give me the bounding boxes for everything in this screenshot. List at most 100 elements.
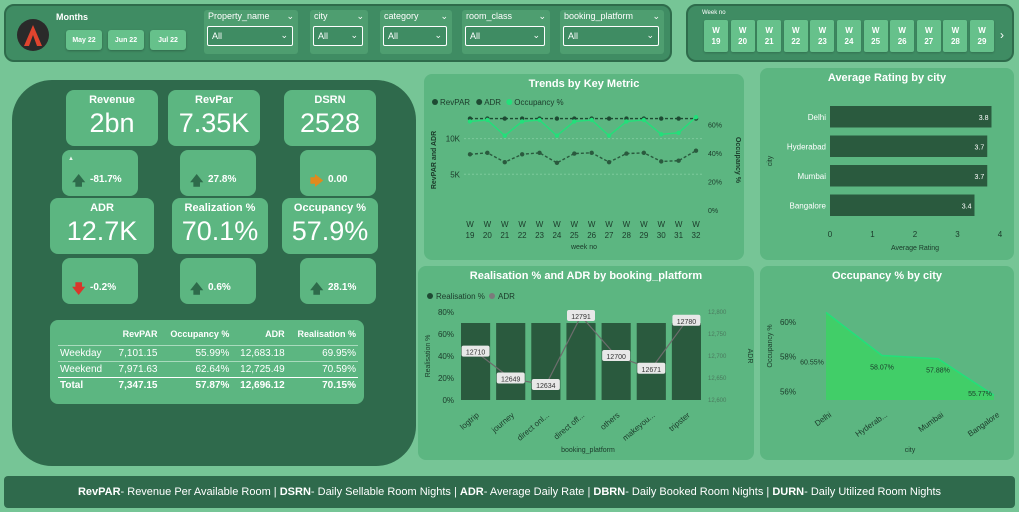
delta-card-revpar: 🡅 27.8% bbox=[180, 150, 256, 196]
chart-title: Average Rating by city bbox=[827, 72, 947, 84]
legend-label: ADR bbox=[498, 292, 515, 301]
arrow-down-icon: 🡇 bbox=[72, 281, 86, 296]
x-tick-label: W 25 bbox=[570, 220, 579, 240]
data-point bbox=[467, 119, 473, 124]
chevron-down-icon[interactable]: ⌄ bbox=[356, 11, 364, 21]
slicer-dropdown[interactable]: All ⌄ bbox=[383, 26, 447, 46]
y-tick-label: 80% bbox=[438, 308, 454, 317]
data-point bbox=[589, 150, 594, 156]
category-label: Delhi bbox=[813, 410, 833, 428]
data-point bbox=[519, 152, 525, 157]
filter-bar: Months May 22 Jun 22 Jul 22 Property_nam… bbox=[4, 4, 672, 62]
week-button-19[interactable]: W 19 bbox=[704, 20, 728, 52]
chevron-down-icon[interactable]: ⌄ bbox=[652, 11, 660, 21]
category-label: Mumbai bbox=[798, 172, 827, 181]
chevron-right-icon[interactable]: › bbox=[1000, 28, 1004, 42]
kpi-title: ADR bbox=[90, 202, 114, 214]
footer-abbr: DBRN bbox=[593, 486, 626, 498]
category-label: logtrip bbox=[458, 410, 481, 431]
data-point bbox=[676, 158, 681, 163]
week-button-23[interactable]: W 23 bbox=[810, 20, 835, 52]
table-cell: 62.64% bbox=[159, 361, 232, 378]
col-header: RevPAR bbox=[122, 329, 158, 339]
x-tick-label: 3 bbox=[955, 230, 960, 239]
kpi-value: 12.7K bbox=[66, 216, 138, 246]
week-button-26[interactable]: W 26 bbox=[890, 20, 915, 52]
kpi-card-revpar: RevPar 7.35K bbox=[168, 90, 260, 146]
chart-title: Occupancy % by city bbox=[831, 270, 943, 282]
occupancy-chart: 60% 58% 56% Occupancy % 60.55% 58.07% 57.88% 55… bbox=[767, 311, 1002, 454]
x-tick-label: W 26 bbox=[587, 220, 596, 240]
kpi-card-realization: Realization % 70.1% bbox=[172, 198, 268, 254]
footer-item: DBRN- Daily Booked Room Nights | bbox=[593, 486, 773, 498]
dropdown-arrow-icon: ⌄ bbox=[280, 30, 288, 40]
rating-bar bbox=[830, 106, 992, 128]
slicer-dropdown[interactable]: All ⌄ bbox=[207, 26, 293, 46]
data-point bbox=[624, 151, 629, 156]
data-point bbox=[606, 116, 612, 121]
delta-card-occupancy: 🡅 28.1% bbox=[300, 258, 376, 304]
category-label: direct off... bbox=[552, 411, 586, 442]
table-cell: 12,696.12 bbox=[231, 377, 287, 393]
y-tick-label: 60% bbox=[438, 330, 454, 339]
kpi-title: Realization % bbox=[184, 202, 256, 214]
occupancy-area bbox=[826, 312, 994, 400]
data-label-bg bbox=[496, 372, 525, 384]
kpi-value: 70.1% bbox=[181, 216, 259, 246]
slicer-dropdown[interactable]: All ⌄ bbox=[563, 26, 659, 46]
data-point bbox=[693, 114, 699, 120]
y2-axis-label: Occupancy % bbox=[734, 137, 741, 184]
chevron-down-icon[interactable]: ⌄ bbox=[440, 11, 448, 21]
y-tick-label: 60% bbox=[780, 318, 796, 327]
data-point bbox=[554, 133, 560, 138]
month-button-may[interactable]: May 22 bbox=[66, 30, 102, 50]
week-button-29[interactable]: W 29 bbox=[970, 20, 994, 52]
data-label: 58.07% bbox=[870, 364, 894, 371]
week-button-25[interactable]: W 25 bbox=[863, 20, 888, 52]
slicer-dropdown[interactable]: All ⌄ bbox=[313, 26, 363, 46]
category-label: makeyou... bbox=[621, 411, 657, 443]
week-button-20[interactable]: W 20 bbox=[730, 20, 755, 52]
y-tick-label: 40% bbox=[438, 352, 454, 361]
x-tick-label: W 22 bbox=[518, 220, 527, 240]
col-header: Occupancy % bbox=[170, 329, 230, 339]
week-number: 22 bbox=[791, 37, 801, 46]
x-tick-label: W 23 bbox=[535, 220, 544, 240]
slicer-value: All bbox=[470, 31, 481, 41]
week-button-21[interactable]: W 21 bbox=[757, 20, 782, 52]
realisation-bar bbox=[496, 323, 526, 400]
chevron-down-icon[interactable]: ⌄ bbox=[538, 11, 546, 21]
footer-abbr: ADR bbox=[459, 486, 484, 498]
arrow-up-icon: 🡅 bbox=[190, 281, 204, 296]
slicer-value: All bbox=[212, 31, 223, 41]
y2-tick-label: 40% bbox=[708, 151, 722, 158]
slicer-title: booking_platform bbox=[564, 11, 634, 21]
chevron-down-icon[interactable]: ⌄ bbox=[286, 11, 294, 21]
kpi-value: 7.35K bbox=[178, 108, 250, 138]
month-button-jul[interactable]: Jul 22 bbox=[150, 30, 186, 50]
week-button-24[interactable]: W 24 bbox=[837, 20, 861, 52]
data-point bbox=[502, 133, 507, 138]
table-cell: 55.99% bbox=[159, 345, 232, 362]
data-point bbox=[659, 132, 664, 137]
week-slicer: Week no › W 19 W 20 W 21 W 22 W 23 W 24 W 25 W 26 W 27 W 28… bbox=[686, 4, 1014, 62]
week-number: 25 bbox=[871, 37, 881, 46]
month-button-jun[interactable]: Jun 22 bbox=[108, 30, 144, 50]
legend-dot bbox=[506, 99, 513, 105]
y2-axis-label: ADR bbox=[746, 349, 753, 364]
week-button-27[interactable]: W 27 bbox=[916, 20, 941, 52]
arrow-up-icon: 🡅 bbox=[190, 173, 204, 188]
slicer-city: city ⌄ All ⌄ bbox=[310, 10, 368, 54]
category-label: Mumbai bbox=[917, 410, 946, 434]
table-cell: 70.15% bbox=[286, 377, 358, 393]
footer-desc: - Revenue Per Available Room bbox=[120, 486, 271, 498]
slicer-dropdown[interactable]: All ⌄ bbox=[465, 26, 545, 46]
week-button-28[interactable]: W 28 bbox=[943, 20, 968, 52]
data-label-bg bbox=[531, 379, 560, 391]
table-total-row: Total 7,347.15 57.87% 12,696.12 70.15% bbox=[58, 377, 358, 393]
realisation-bar bbox=[461, 323, 491, 400]
dropdown-arrow-icon: ⌄ bbox=[646, 30, 654, 40]
week-number: 28 bbox=[950, 37, 960, 46]
week-button-22[interactable]: W 22 bbox=[783, 20, 808, 52]
y-tick-label: 58% bbox=[780, 353, 796, 362]
